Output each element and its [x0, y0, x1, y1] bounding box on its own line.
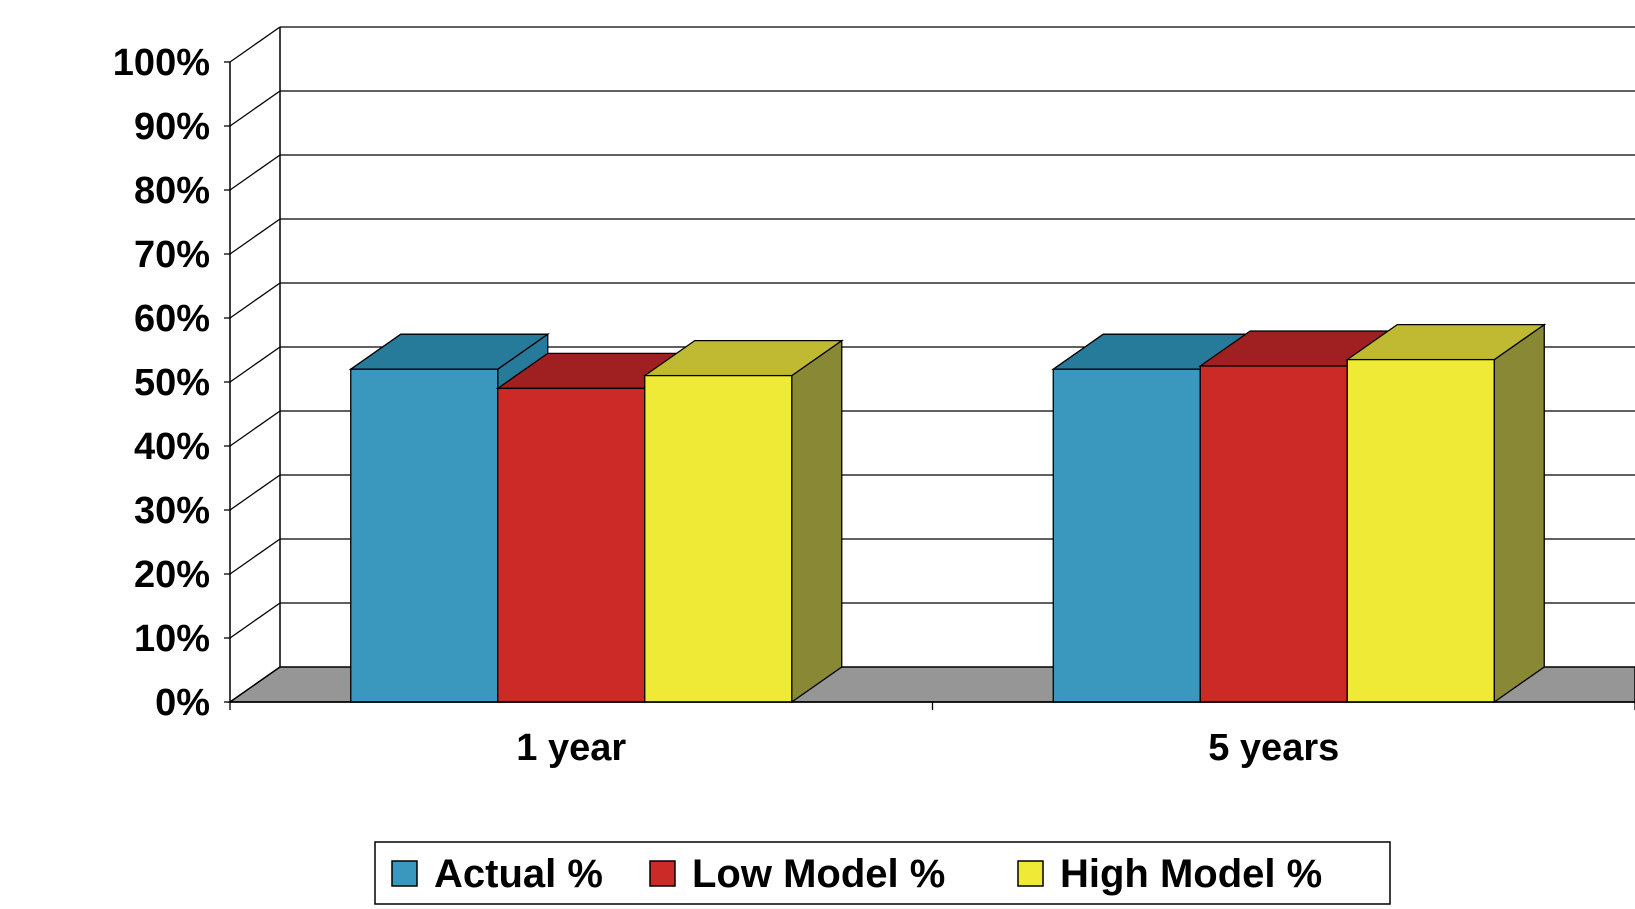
y-tick-label: 100%: [113, 42, 210, 84]
side-gridline: [229, 474, 281, 511]
bar-side: [791, 339, 843, 704]
legend-box: [374, 841, 1391, 905]
bar-side: [1493, 323, 1545, 704]
bar-front: [1199, 365, 1348, 703]
side-gridline: [229, 26, 281, 63]
x-tick-label: 5 years: [1208, 727, 1339, 769]
bar-high-model: [642, 339, 844, 704]
x-tick-label: 1 year: [516, 727, 626, 769]
bar-high-model: [1345, 323, 1547, 704]
side-gridline: [229, 282, 281, 319]
y-tick-label: 50%: [134, 362, 210, 404]
legend: Actual % Low Model % High Model %: [374, 841, 1391, 905]
legend-label: Low Model %: [692, 852, 945, 896]
side-gridline: [229, 154, 281, 191]
y-tick-label: 40%: [134, 426, 210, 468]
y-tick-label: 10%: [134, 618, 210, 660]
y-tick-label: 0%: [155, 682, 210, 724]
side-gridline: [229, 410, 281, 447]
legend-label: Actual %: [434, 852, 603, 896]
bar-front: [1346, 358, 1495, 703]
bar-front: [497, 387, 646, 703]
y-tick-label: 90%: [134, 106, 210, 148]
legend-swatch: [649, 860, 676, 887]
y-tick-label: 30%: [134, 490, 210, 532]
side-gridline: [229, 90, 281, 127]
y-tick-label: 60%: [134, 298, 210, 340]
bar-front: [644, 374, 793, 703]
bar-front: [1052, 368, 1201, 703]
legend-swatch: [391, 860, 418, 887]
side-gridline: [229, 346, 281, 383]
legend-swatch: [1017, 860, 1044, 887]
bar-front: [350, 368, 499, 703]
side-gridline: [229, 218, 281, 255]
bars: [348, 323, 1547, 704]
legend-label: High Model %: [1060, 852, 1322, 896]
side-gridline: [229, 538, 281, 575]
y-tick-label: 80%: [134, 170, 210, 212]
x-axis: 1 year 5 years: [229, 701, 1635, 769]
y-tick-label: 20%: [134, 554, 210, 596]
y-axis: 0% 10% 20% 30% 40% 50% 60% 70% 80% 90% 100%: [113, 42, 231, 724]
y-tick-label: 70%: [134, 234, 210, 276]
side-gridline: [229, 602, 281, 639]
